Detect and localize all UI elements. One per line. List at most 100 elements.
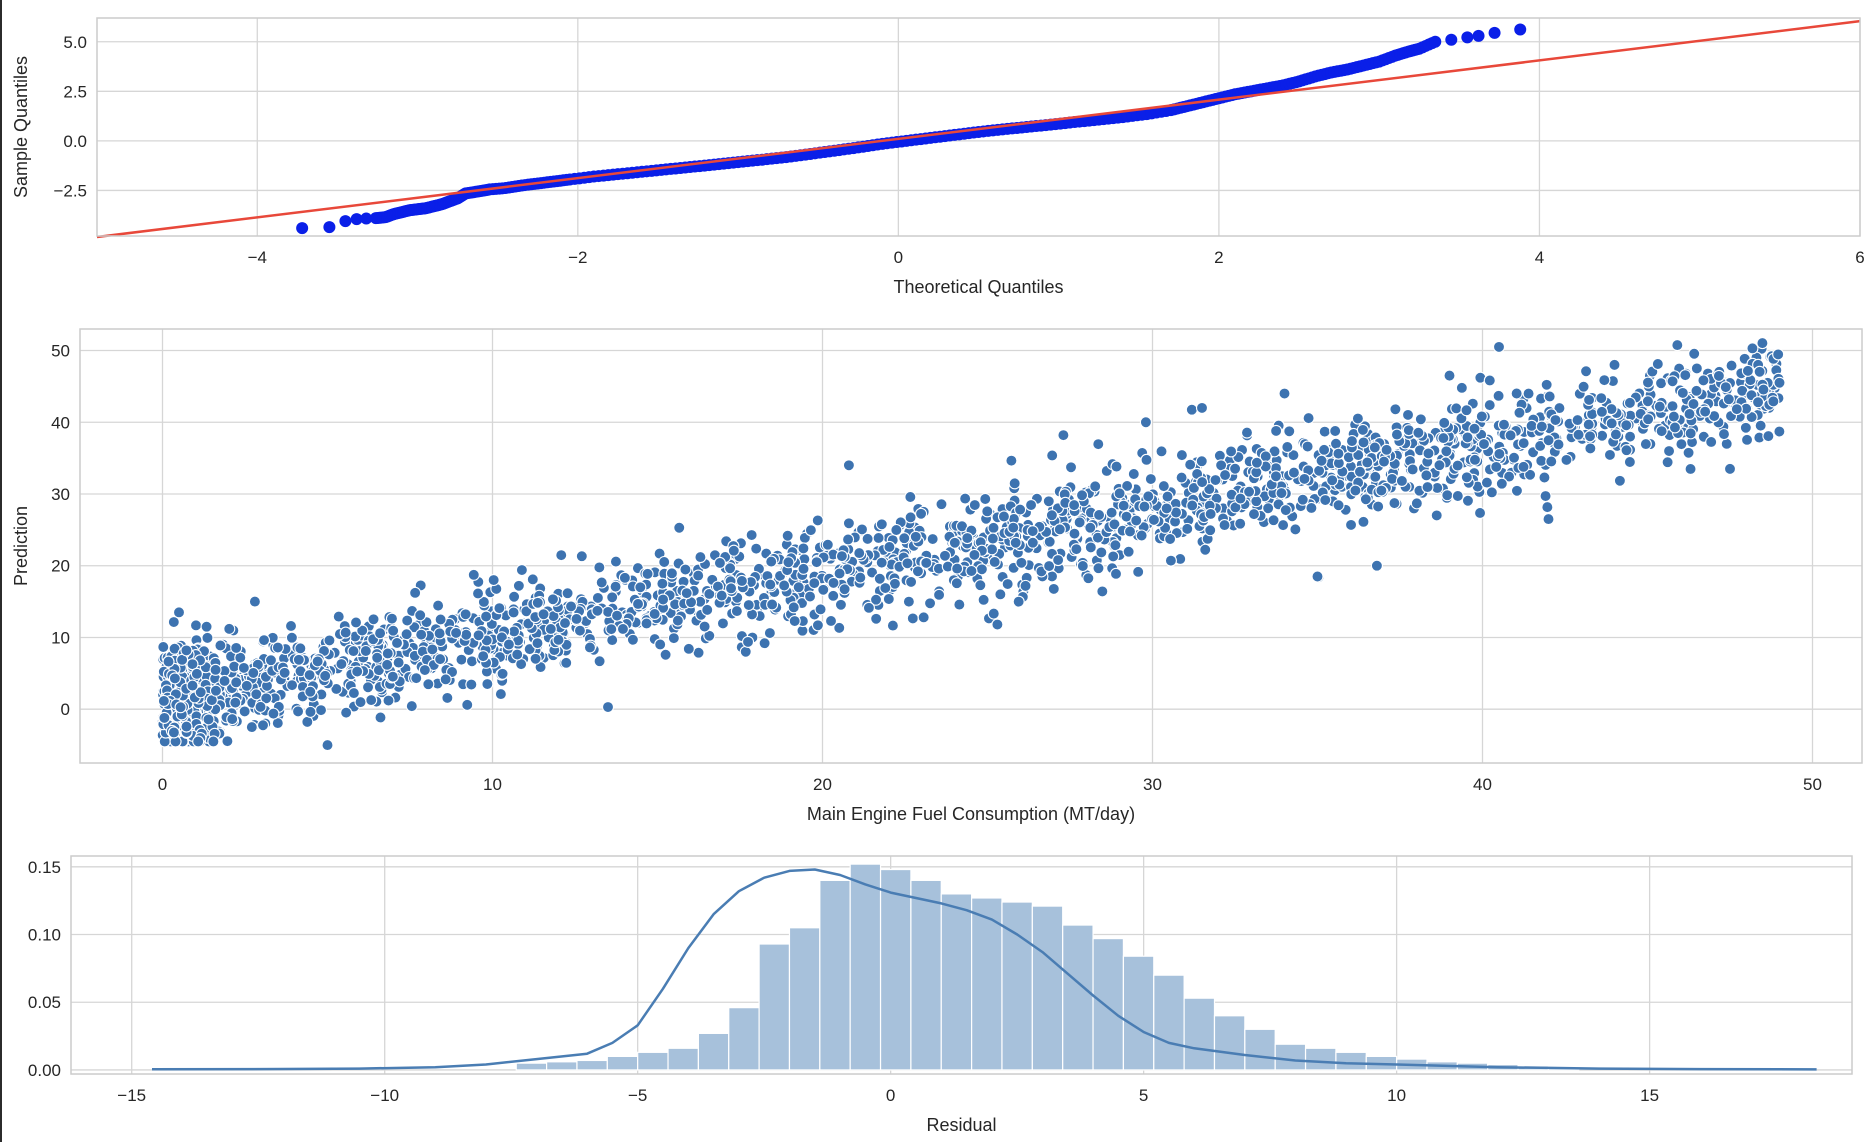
scatter-point bbox=[512, 579, 525, 592]
scatter-point bbox=[544, 622, 557, 635]
scatter-point bbox=[1441, 489, 1454, 502]
scatter-point bbox=[1572, 428, 1585, 441]
scatter-point bbox=[1047, 582, 1060, 595]
scatter-point bbox=[838, 583, 851, 596]
scatter-point bbox=[381, 658, 394, 671]
scatter-point bbox=[546, 593, 560, 606]
scatter-point bbox=[739, 645, 752, 658]
scatter-point bbox=[1138, 500, 1151, 513]
y-tick-label: 0 bbox=[61, 700, 70, 719]
y-tick-label: 10 bbox=[51, 628, 70, 647]
scatter-point bbox=[1204, 507, 1217, 521]
scatter-point bbox=[758, 637, 771, 650]
histogram-bar bbox=[1062, 924, 1094, 1071]
scatter-point bbox=[529, 652, 542, 665]
histogram-bar bbox=[1183, 997, 1216, 1071]
scatter-point bbox=[347, 645, 360, 658]
scatter-point bbox=[520, 605, 533, 618]
qq-plot-panel: −4 −2 0 2 4 6 5.0 2.5 0.0 −2.5 Theoretical Quant… bbox=[11, 17, 1865, 297]
qq-point bbox=[1429, 35, 1442, 48]
scatter-point bbox=[1540, 378, 1553, 391]
scatter-point bbox=[1046, 449, 1059, 462]
scatter-point bbox=[648, 607, 661, 621]
scatter-point bbox=[1699, 405, 1712, 418]
scatter-point bbox=[904, 490, 917, 504]
scatter-point bbox=[827, 576, 840, 589]
scatter-point bbox=[1375, 484, 1388, 497]
scatter-point bbox=[511, 648, 524, 661]
scatter-point bbox=[735, 574, 748, 588]
x-tick-label: 20 bbox=[813, 775, 832, 794]
scatter-point bbox=[237, 661, 250, 674]
scatter-point bbox=[659, 648, 672, 661]
scatter-point bbox=[575, 550, 588, 563]
residual-histogram-bars bbox=[151, 863, 1817, 1071]
scatter-point bbox=[1690, 362, 1703, 375]
scatter-point bbox=[1450, 402, 1463, 415]
scatter-point bbox=[247, 666, 260, 679]
scatter-point bbox=[882, 592, 895, 606]
scatter-point bbox=[1613, 474, 1626, 487]
scatter-point bbox=[186, 658, 199, 671]
scatter-point bbox=[1127, 467, 1140, 481]
scatter-point bbox=[1504, 429, 1517, 442]
scatter-point bbox=[1369, 470, 1382, 483]
scatter-point bbox=[1301, 440, 1314, 453]
qq-point bbox=[1514, 23, 1527, 36]
scatter-point bbox=[1661, 456, 1674, 469]
scatter-point bbox=[1267, 514, 1280, 527]
qq-point bbox=[1472, 29, 1485, 42]
scatter-point bbox=[180, 644, 193, 657]
scatter-point bbox=[804, 524, 817, 537]
x-tick-label: −4 bbox=[248, 248, 267, 267]
scatter-point bbox=[1357, 436, 1370, 449]
histogram-bar bbox=[1031, 905, 1064, 1071]
scatter-point bbox=[1184, 458, 1197, 471]
scatter-point bbox=[1164, 554, 1177, 567]
histogram-bar bbox=[758, 943, 791, 1071]
scatter-point bbox=[1522, 387, 1535, 400]
scatter-point bbox=[987, 607, 1000, 620]
scatter-point bbox=[347, 687, 360, 700]
scatter-point bbox=[264, 654, 278, 667]
scatter-point bbox=[1356, 423, 1369, 436]
scatter-point bbox=[593, 561, 606, 574]
prediction-x-axis-label: Main Engine Fuel Consumption (MT/day) bbox=[807, 804, 1135, 824]
scatter-point bbox=[810, 556, 823, 569]
scatter-point bbox=[230, 676, 243, 689]
y-tick-label: 5.0 bbox=[63, 33, 87, 52]
scatter-point bbox=[1195, 401, 1209, 414]
scatter-point bbox=[817, 583, 830, 596]
scatter-point bbox=[1147, 513, 1160, 526]
scatter-point bbox=[392, 656, 405, 669]
scatter-point bbox=[311, 655, 324, 668]
scatter-point bbox=[481, 677, 494, 691]
scatter-point bbox=[1668, 421, 1682, 434]
scatter-point bbox=[1132, 565, 1145, 578]
scatter-point bbox=[997, 510, 1010, 523]
scatter-point bbox=[1510, 387, 1523, 400]
scatter-point bbox=[953, 598, 966, 611]
scatter-point bbox=[1395, 474, 1408, 488]
scatter-point bbox=[634, 581, 647, 594]
scatter-point bbox=[764, 578, 777, 591]
scatter-point bbox=[552, 633, 565, 646]
histogram-bar bbox=[971, 897, 1003, 1071]
scatter-point bbox=[496, 667, 509, 680]
scatter-point bbox=[869, 593, 883, 606]
prediction-scatter-points bbox=[156, 337, 1786, 752]
scatter-point bbox=[374, 627, 387, 640]
scatter-point bbox=[1093, 508, 1106, 521]
scatter-point bbox=[1084, 541, 1097, 554]
scatter-point bbox=[959, 492, 972, 505]
scatter-point bbox=[827, 589, 840, 602]
scatter-point bbox=[194, 686, 207, 699]
scatter-point bbox=[904, 511, 917, 524]
scatter-point bbox=[1109, 567, 1123, 580]
left-window-edge bbox=[0, 0, 2, 1142]
scatter-point bbox=[1421, 481, 1434, 494]
scatter-point bbox=[292, 705, 305, 718]
scatter-point bbox=[665, 567, 678, 580]
histogram-bar bbox=[1001, 901, 1033, 1071]
scatter-point bbox=[641, 567, 654, 580]
